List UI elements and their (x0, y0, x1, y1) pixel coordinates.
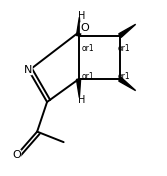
Text: or1: or1 (118, 72, 130, 81)
Text: H: H (78, 95, 85, 105)
Text: or1: or1 (81, 44, 94, 53)
Polygon shape (119, 24, 136, 37)
Text: or1: or1 (118, 44, 130, 53)
Text: O: O (12, 150, 21, 160)
Polygon shape (76, 17, 81, 36)
Polygon shape (76, 79, 81, 98)
Text: N: N (24, 65, 32, 75)
Text: or1: or1 (81, 72, 94, 81)
Polygon shape (119, 77, 136, 91)
Text: O: O (80, 23, 89, 33)
Text: H: H (78, 11, 85, 21)
